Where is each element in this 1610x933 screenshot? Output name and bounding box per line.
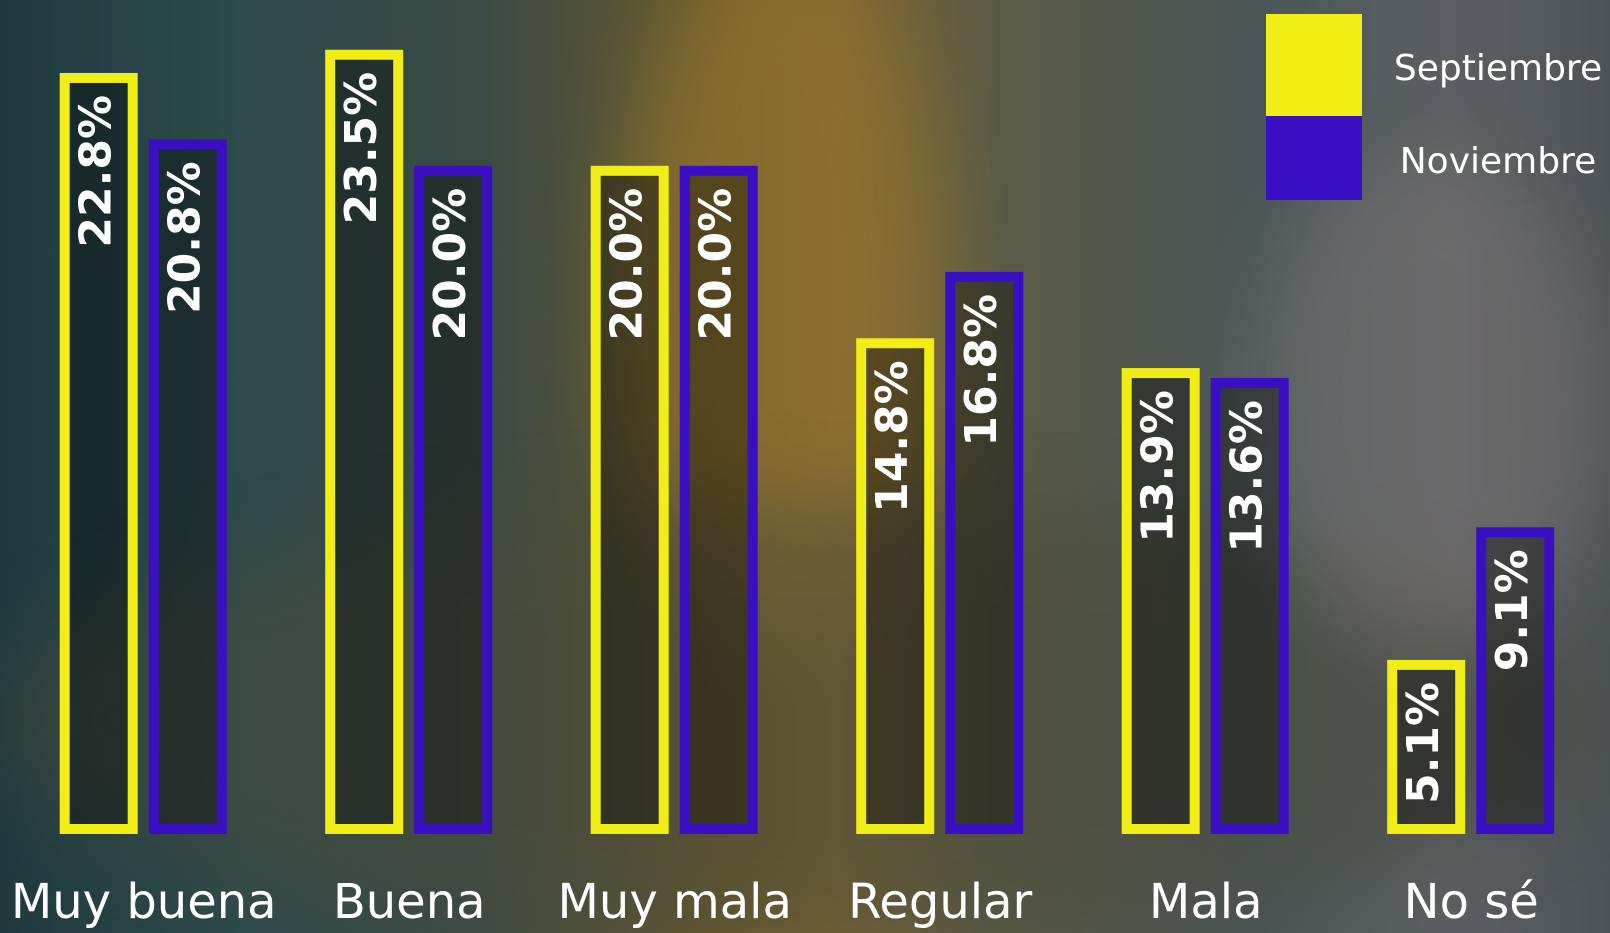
x-tick-label: Buena <box>333 874 486 930</box>
bar <box>414 165 493 835</box>
bar <box>679 165 758 835</box>
data-label: 22.8% <box>71 95 122 248</box>
x-tick-label: Regular <box>848 874 1032 930</box>
background-blob <box>0 500 1610 933</box>
bar <box>59 72 138 834</box>
legend-label: Noviembre <box>1400 141 1597 182</box>
bar <box>1210 378 1289 834</box>
x-tick-label: No sé <box>1404 874 1539 930</box>
bar <box>1121 368 1200 834</box>
x-tick-label: Muy buena <box>11 874 277 930</box>
bar <box>325 49 404 835</box>
data-label: 9.1% <box>1487 549 1538 671</box>
legend-swatch <box>1266 116 1362 200</box>
data-label: 20.0% <box>425 188 476 341</box>
data-label: 20.0% <box>602 188 653 341</box>
x-tick-label: Mala <box>1149 874 1263 930</box>
data-label: 16.8% <box>956 294 1007 447</box>
bar <box>856 338 935 834</box>
x-tick-label: Muy mala <box>557 874 791 930</box>
data-label: 23.5% <box>336 72 387 225</box>
bar <box>148 139 227 835</box>
bar <box>1476 527 1555 835</box>
data-label: 20.0% <box>691 188 742 341</box>
bar <box>590 165 669 835</box>
legend-label: Septiembre <box>1394 48 1602 89</box>
data-label: 20.8% <box>160 161 211 314</box>
legend-swatch <box>1266 14 1362 116</box>
data-label: 5.1% <box>1398 682 1449 804</box>
bar <box>945 271 1024 834</box>
data-label: 14.8% <box>867 360 918 513</box>
data-label: 13.6% <box>1222 400 1273 553</box>
data-label: 13.9% <box>1133 390 1184 543</box>
bar <box>1387 659 1466 834</box>
